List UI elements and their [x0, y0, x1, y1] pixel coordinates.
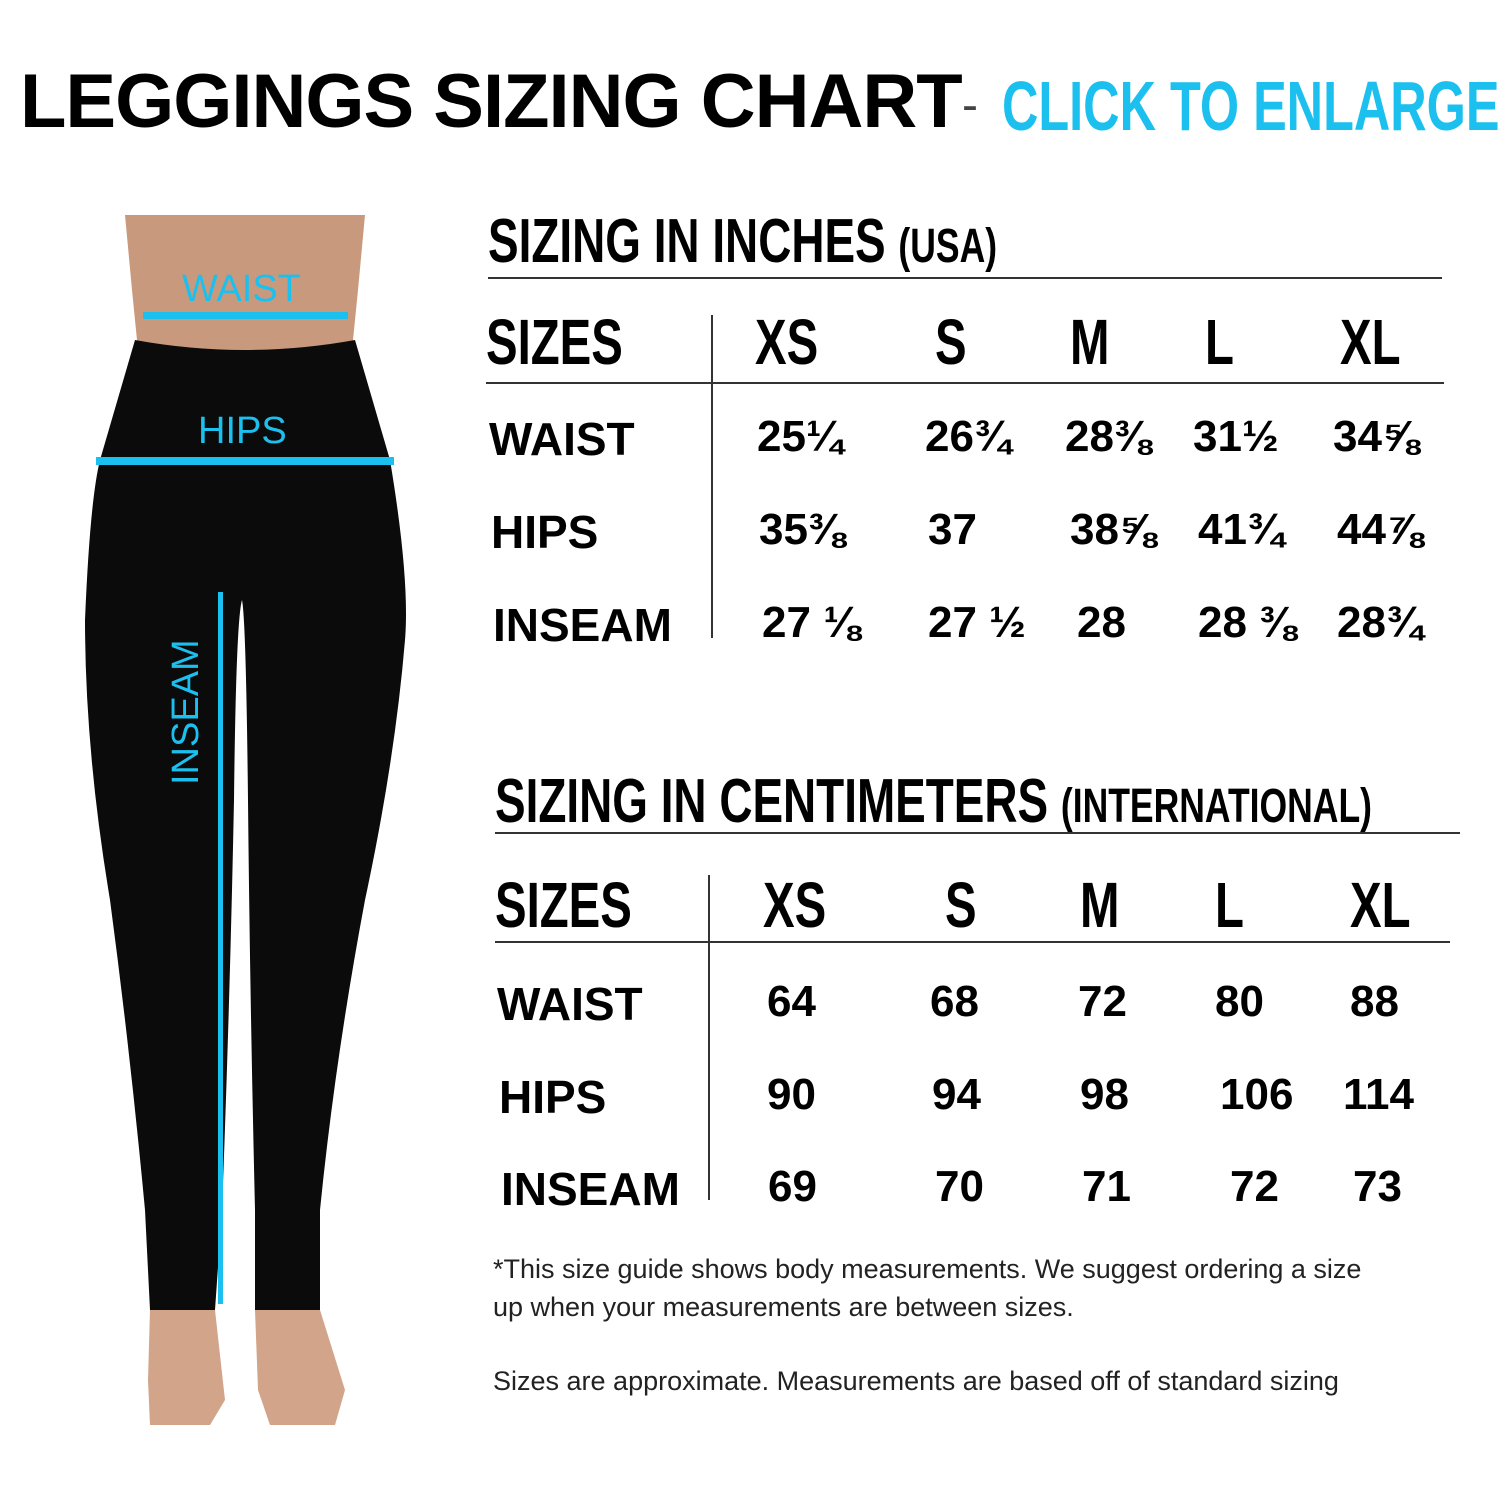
leggings-figure — [85, 215, 406, 1425]
table-cell: 28⅜ — [1065, 412, 1151, 461]
row-label-waist: WAIST — [489, 413, 635, 465]
inseam-line — [218, 592, 223, 1304]
size-header-xl: XL — [1340, 306, 1401, 378]
divider — [495, 832, 1460, 834]
table-cell: 26¾ — [925, 412, 1011, 461]
table-cell: 28¾ — [1337, 598, 1423, 647]
table-cell: 38⅝ — [1070, 505, 1156, 554]
row-label-inseam: INSEAM — [501, 1163, 680, 1215]
divider — [711, 315, 713, 638]
size-header-m: M — [1080, 869, 1120, 941]
size-header-xs: XS — [763, 869, 827, 941]
table-cell: 69 — [768, 1162, 817, 1211]
size-header-s: S — [945, 869, 977, 941]
foot-right — [255, 1310, 345, 1425]
table-cell: 41¾ — [1198, 505, 1284, 554]
figure-inseam-label: INSEAM — [165, 639, 207, 785]
figure-waist-label: WAIST — [182, 268, 301, 310]
table-cell: 68 — [930, 977, 979, 1026]
table-cell: 70 — [935, 1162, 984, 1211]
table-cell: 72 — [1230, 1162, 1279, 1211]
table-cell: 25¼ — [757, 412, 843, 461]
divider — [708, 875, 710, 1200]
table-cell: 64 — [767, 977, 816, 1026]
note-line: *This size guide shows body measurements… — [493, 1254, 1362, 1284]
waist-line — [143, 312, 348, 319]
table-cell: 90 — [767, 1070, 816, 1119]
row-label-inseam: INSEAM — [493, 599, 672, 651]
table-cell: 27 ⅛ — [762, 598, 860, 647]
table-cell: 88 — [1350, 977, 1399, 1026]
size-header-l: L — [1215, 869, 1244, 941]
title-separator: - — [962, 79, 978, 132]
size-header-xl: XL — [1350, 869, 1411, 941]
size-header-m: M — [1070, 306, 1110, 378]
row-label-hips: HIPS — [491, 506, 599, 558]
note-line: up when your measurements are between si… — [493, 1292, 1074, 1322]
table-cell: 28 ⅜ — [1198, 598, 1296, 647]
inches-section-title: SIZING IN INCHES (USA) — [488, 207, 998, 276]
table-cell: 114 — [1343, 1070, 1414, 1119]
table-cell: 98 — [1080, 1070, 1129, 1119]
foot-left — [148, 1310, 225, 1425]
divider — [488, 277, 1442, 279]
leggings — [85, 340, 406, 1310]
click-to-enlarge-link[interactable]: CLICK TO ENLARGE — [1002, 67, 1500, 145]
figure-hips-label: HIPS — [198, 410, 287, 452]
note-line: Sizes are approximate. Measurements are … — [493, 1366, 1339, 1396]
table-cell: 34⅝ — [1333, 412, 1419, 461]
table-cell: 37 — [928, 505, 977, 554]
table-cell: 94 — [932, 1070, 981, 1119]
table-cell: 80 — [1215, 977, 1264, 1026]
table-cell: 28 — [1077, 598, 1126, 647]
divider — [486, 382, 1444, 384]
divider — [495, 941, 1450, 943]
table-cell: 72 — [1078, 977, 1127, 1026]
row-label-hips: HIPS — [499, 1071, 607, 1123]
size-header-xs: XS — [755, 306, 819, 378]
table-cell: 35⅜ — [759, 505, 845, 554]
sizes-header: SIZES — [486, 306, 623, 378]
row-label-waist: WAIST — [497, 978, 643, 1030]
table-cell: 73 — [1353, 1162, 1402, 1211]
table-cell: 106 — [1220, 1070, 1294, 1119]
sizes-header: SIZES — [495, 869, 632, 941]
page-title: LEGGINGS SIZING CHART — [20, 59, 963, 144]
table-cell: 31½ — [1193, 412, 1279, 461]
table-cell: 27 ½ — [928, 598, 1026, 647]
table-cell: 44⅞ — [1337, 505, 1423, 554]
hips-line — [96, 457, 394, 465]
cm-section-title: SIZING IN CENTIMETERS (INTERNATIONAL) — [495, 767, 1372, 836]
table-cell: 71 — [1082, 1162, 1131, 1211]
size-header-l: L — [1205, 306, 1234, 378]
size-header-s: S — [935, 306, 967, 378]
